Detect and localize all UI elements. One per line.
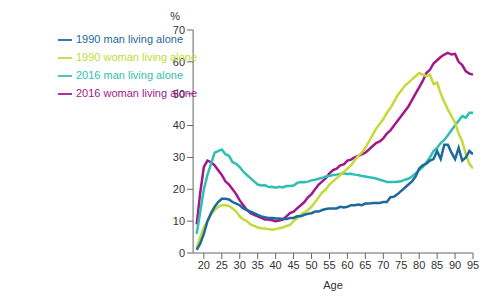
svg-text:70: 70 [377,259,389,271]
svg-text:Age: Age [323,279,343,291]
svg-text:50: 50 [305,259,317,271]
svg-text:95: 95 [467,259,479,271]
svg-text:90: 90 [449,259,461,271]
svg-text:30: 30 [173,151,185,163]
svg-text:40: 40 [173,119,185,131]
svg-text:85: 85 [431,259,443,271]
svg-text:50: 50 [173,88,185,100]
svg-text:25: 25 [216,259,228,271]
svg-text:35: 35 [252,259,264,271]
svg-text:45: 45 [287,259,299,271]
svg-text:65: 65 [359,259,371,271]
svg-text:80: 80 [413,259,425,271]
svg-text:70: 70 [173,24,185,36]
svg-text:%: % [170,10,180,22]
svg-text:10: 10 [173,215,185,227]
svg-text:0: 0 [179,247,185,259]
svg-text:60: 60 [173,56,185,68]
svg-text:60: 60 [341,259,353,271]
svg-text:75: 75 [395,259,407,271]
svg-text:20: 20 [198,259,210,271]
svg-text:20: 20 [173,183,185,195]
svg-text:30: 30 [234,259,246,271]
svg-text:55: 55 [323,259,335,271]
svg-text:40: 40 [270,259,282,271]
